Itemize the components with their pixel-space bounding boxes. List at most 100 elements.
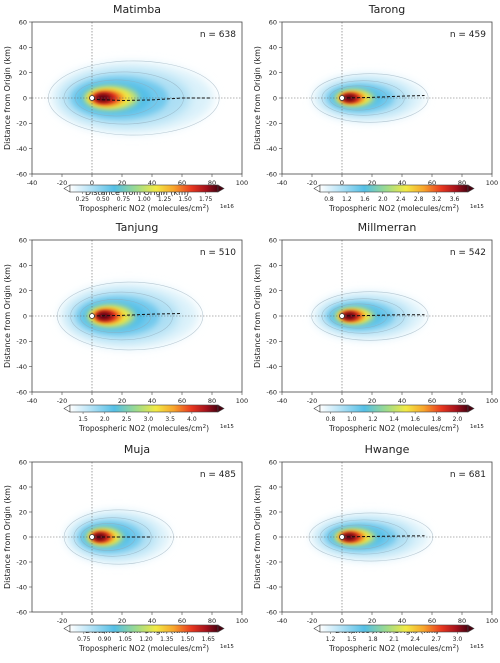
x-tick-label: -20 (307, 617, 318, 625)
colorbar-tick-label: 1.2 (342, 196, 352, 203)
colorbar: 1.2 1.5 1.8 2.1 2.4 2.7 3.0 1e15 Tropospheric NO… (313, 624, 484, 653)
colorbar-min-extend (63, 624, 71, 633)
colorbar-gradient (69, 184, 219, 193)
y-tick-label: -40 (16, 363, 27, 371)
colorbar-max-extend (467, 404, 475, 413)
y-tick-label: 40 (19, 483, 27, 491)
y-tick-label: 0 (23, 533, 27, 541)
x-tick-label: 20 (368, 397, 376, 405)
y-tick-label: -60 (266, 170, 277, 178)
colorbar-tick-label: 2.0 (378, 196, 388, 203)
y-tick-label: -60 (266, 608, 277, 616)
x-tick-label: -40 (27, 179, 38, 187)
sample-count-label: n = 542 (450, 248, 486, 258)
x-tick-label: 60 (428, 397, 436, 405)
y-tick-label: 40 (19, 262, 27, 270)
x-tick-label: 40 (398, 617, 406, 625)
colorbar-tick-label: 2.4 (396, 196, 406, 203)
y-tick-label: 60 (19, 458, 27, 466)
colorbar-exponent: 1e16 (220, 204, 234, 210)
plume-fit-line (91, 97, 212, 102)
colorbar-tick-label: 2.8 (414, 196, 424, 203)
y-axis-label: Distance from Origin (km) (3, 264, 12, 368)
x-tick-label: 100 (486, 617, 498, 625)
colorbar-tick-label: 2.0 (453, 416, 463, 423)
colorbar: 0.25 0.50 0.75 1.00 1.25 1.50 1.75 1e16 Troposph… (63, 184, 234, 213)
colorbar-tick-label: 1.0 (347, 416, 357, 423)
y-tick-label: 40 (269, 44, 277, 52)
y-axis-label: Distance from Origin (km) (3, 485, 12, 589)
x-tick-label: -40 (277, 179, 288, 187)
x-tick-label: 60 (428, 179, 436, 187)
y-tick-label: 20 (269, 287, 277, 295)
colorbar-label: Tropospheric NO2 (molecules/cm2) (78, 424, 209, 433)
colorbar-exponent: 1e15 (220, 644, 234, 650)
x-tick-label: 60 (178, 397, 186, 405)
x-tick-label: 100 (236, 397, 248, 405)
colorbar-tick-label: 3.5 (165, 416, 175, 423)
y-tick-label: 0 (273, 94, 277, 102)
x-tick-label: 60 (428, 617, 436, 625)
y-tick-label: 40 (19, 44, 27, 52)
y-tick-label: -40 (16, 145, 27, 153)
sample-count-label: n = 459 (450, 30, 486, 40)
colorbar-exponent: 1e15 (470, 204, 484, 210)
colorbar: 0.8 1.2 1.6 2.0 2.4 2.8 3.2 3.6 1e15 Tropospheric… (313, 184, 484, 213)
colorbar-tick-label: 1.5 (347, 636, 357, 643)
y-tick-label: -20 (266, 120, 277, 128)
y-tick-label: -60 (16, 170, 27, 178)
y-tick-label: -40 (266, 583, 277, 591)
contour-line-1 (70, 291, 174, 341)
x-tick-label: 20 (368, 179, 376, 187)
x-tick-label: 20 (118, 397, 126, 405)
x-tick-label: 80 (458, 397, 466, 405)
colorbar-min-extend (63, 404, 71, 413)
colorbar-max-extend (217, 404, 225, 413)
colorbar-gradient (319, 404, 469, 413)
colorbar-tick-label: 2.7 (432, 636, 442, 643)
colorbar-tick-label: 1.25 (158, 196, 172, 203)
y-tick-label: -20 (16, 338, 27, 346)
colorbar-tick-label: 1.6 (410, 416, 420, 423)
colorbar-tick-label: 0.90 (98, 636, 112, 643)
x-tick-label: 80 (208, 397, 216, 405)
contour-line-0 (311, 291, 429, 341)
x-tick-label: 40 (398, 179, 406, 187)
sample-count-label: n = 638 (200, 30, 236, 40)
x-tick-label: 0 (340, 617, 344, 625)
colorbar-exponent: 1e15 (470, 644, 484, 650)
plume-fit-line (91, 313, 183, 317)
colorbar-min-extend (313, 624, 321, 633)
x-tick-label: 80 (208, 179, 216, 187)
colorbar: 0.8 1.0 1.2 1.4 1.6 1.8 2.0 1e15 Tropospheric NO… (313, 404, 484, 433)
panel-title: Muja (124, 443, 150, 456)
colorbar-tick-label: 1.5 (78, 416, 88, 423)
panel-title: Tarong (368, 3, 406, 16)
x-tick-label: 20 (118, 617, 126, 625)
y-tick-label: 60 (19, 236, 27, 244)
colorbar-tick-label: 1.8 (368, 636, 378, 643)
y-tick-label: 20 (19, 287, 27, 295)
colorbar-exponent: 1e15 (220, 424, 234, 430)
x-tick-label: 0 (90, 617, 94, 625)
colorbar-min-extend (313, 404, 321, 413)
y-axis-label: Distance from Origin (km) (253, 485, 262, 589)
colorbar-label: Tropospheric NO2 (molecules/cm2) (78, 204, 209, 213)
source-marker (89, 534, 95, 540)
y-axis-label: Distance from Origin (km) (3, 46, 12, 150)
panel-title: Tanjung (115, 221, 159, 234)
colorbar-exponent: 1e15 (470, 424, 484, 430)
colorbar-tick-label: 0.25 (76, 196, 90, 203)
x-tick-label: 80 (208, 617, 216, 625)
x-tick-label: 20 (118, 179, 126, 187)
colorbar-tick-label: 0.8 (324, 196, 334, 203)
plume-fit-line (341, 95, 425, 99)
x-tick-label: -20 (57, 397, 68, 405)
panel-muja: Muja n = 485 -20 0 20 40 60 80 100 -60 -40 -20 0 20 40… (3, 443, 248, 653)
y-tick-label: -60 (266, 388, 277, 396)
colorbar: 0.75 0.90 1.05 1.20 1.35 1.50 1.65 1e15 Troposph… (63, 624, 234, 653)
